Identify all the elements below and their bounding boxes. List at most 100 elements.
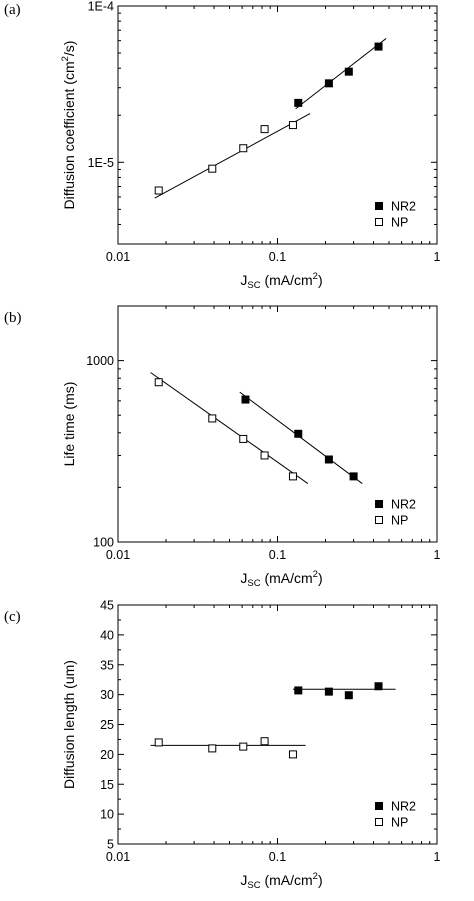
- x-axis-title-sup: 2: [313, 871, 318, 882]
- data-point-np: [288, 750, 297, 759]
- legend-marker-nr2: [375, 500, 383, 508]
- fit-line-np: [154, 113, 311, 199]
- data-point-nr2: [344, 67, 353, 76]
- y-tick-label: 1000: [86, 354, 114, 368]
- x-axis-title: JSC (mA/cm2): [240, 271, 322, 291]
- y-tick-label: 1E-4: [88, 0, 114, 14]
- legend-marker-np: [375, 218, 383, 226]
- y-axis-title: Diffusion coefficient (cm2/s): [60, 41, 77, 210]
- x-axis-title-units: (mA/cm: [261, 570, 313, 586]
- data-point-np: [208, 744, 217, 753]
- x-tick-label: 0.01: [106, 850, 130, 864]
- x-axis-title: JSC (mA/cm2): [240, 569, 322, 589]
- chart-panel-b: (b) 0.01 0.1 1 100 1000 JSC (mA/cm2) Life time …: [4, 305, 441, 589]
- data-point-nr2: [324, 687, 333, 696]
- y-tick-label: 1E-5: [88, 156, 114, 170]
- x-axis-title-units: (mA/cm: [261, 272, 313, 288]
- x-axis-title-end: ): [318, 570, 323, 586]
- data-point-nr2: [294, 686, 303, 695]
- x-tick-label: 0.1: [269, 250, 286, 264]
- x-axis-title-main: J: [240, 570, 247, 586]
- y-axis-title-main: Diffusion coefficient (cm: [61, 61, 77, 209]
- x-axis-title-end: ): [318, 872, 323, 888]
- data-point-np: [260, 125, 269, 134]
- data-point-np: [154, 738, 163, 747]
- data-point-np: [260, 737, 269, 746]
- legend-label-nr2: NR2: [391, 498, 416, 512]
- data-point-nr2: [349, 472, 358, 481]
- y-tick-label: 15: [100, 778, 114, 792]
- x-tick-label: 0.01: [106, 548, 130, 562]
- y-axis-title: Life time (ms): [61, 382, 77, 467]
- data-point-nr2: [324, 455, 333, 464]
- plot-frame: [117, 5, 438, 245]
- fit-line-nr2: [295, 38, 387, 110]
- data-point-nr2: [374, 682, 383, 691]
- y-axis-title-end: /s): [61, 41, 77, 57]
- legend-label-nr2: NR2: [391, 200, 416, 214]
- legend-marker-nr2: [375, 202, 383, 210]
- x-tick-label: 0.01: [106, 250, 130, 264]
- legend-label-np: NP: [391, 216, 408, 230]
- data-point-nr2: [294, 98, 303, 107]
- data-point-np: [154, 186, 163, 195]
- legend-marker-np: [375, 516, 383, 524]
- y-axis-title-main: Life time (ms): [61, 382, 77, 467]
- plot-frame: [117, 305, 438, 543]
- data-point-nr2: [241, 395, 250, 404]
- x-axis-title-sup: 2: [313, 271, 318, 282]
- x-axis-title: JSC (mA/cm2): [240, 871, 322, 891]
- data-point-np: [208, 414, 217, 423]
- data-point-np: [208, 164, 217, 173]
- y-axis-title: Diffusion length (um): [61, 660, 77, 789]
- data-point-nr2: [324, 79, 333, 88]
- legend-marker-np: [375, 818, 383, 826]
- y-tick-label: 30: [100, 688, 114, 702]
- y-tick-label: 20: [100, 748, 114, 762]
- data-point-np: [288, 121, 297, 130]
- legend-marker-nr2: [375, 802, 383, 810]
- y-tick-label: 45: [100, 599, 114, 613]
- x-tick-label: 1: [434, 250, 441, 264]
- y-tick-label: 25: [100, 718, 114, 732]
- data-point-np: [239, 144, 248, 153]
- x-tick-label: 0.1: [269, 850, 286, 864]
- x-axis-title-main: J: [240, 872, 247, 888]
- x-tick-label: 1: [434, 548, 441, 562]
- data-point-np: [288, 472, 297, 481]
- y-tick-label: 40: [100, 628, 114, 642]
- y-axis-title-sup: 2: [60, 56, 71, 61]
- panel-label: (c): [4, 609, 21, 625]
- y-tick-label: 5: [107, 838, 114, 852]
- data-point-nr2: [294, 429, 303, 438]
- x-axis-title-sub: SC: [247, 280, 260, 291]
- data-point-np: [239, 742, 248, 751]
- y-tick-label: 100: [93, 536, 114, 550]
- data-point-nr2: [374, 42, 383, 51]
- x-axis-title-units: (mA/cm: [261, 872, 313, 888]
- data-point-np: [154, 378, 163, 387]
- x-axis-title-sub: SC: [247, 578, 260, 589]
- plot-frame: [117, 604, 438, 845]
- data-point-np: [239, 434, 248, 443]
- panel-label: (b): [4, 310, 22, 326]
- data-point-np: [260, 451, 269, 460]
- panel-label: (a): [4, 2, 21, 18]
- x-axis-title-sup: 2: [313, 569, 318, 580]
- legend-label-np: NP: [391, 514, 408, 528]
- data-point-nr2: [344, 691, 353, 700]
- fit-line-nr2: [239, 391, 363, 484]
- x-tick-label: 1: [434, 850, 441, 864]
- legend-label-nr2: NR2: [391, 800, 416, 814]
- y-axis-title-main: Diffusion length (um): [61, 660, 77, 789]
- x-axis-title-end: ): [318, 272, 323, 288]
- x-tick-label: 0.1: [269, 548, 286, 562]
- y-tick-label: 35: [100, 658, 114, 672]
- y-tick-label: 10: [100, 808, 114, 822]
- fit-line-np: [150, 372, 309, 484]
- x-axis-title-main: J: [240, 272, 247, 288]
- legend-label-np: NP: [391, 816, 408, 830]
